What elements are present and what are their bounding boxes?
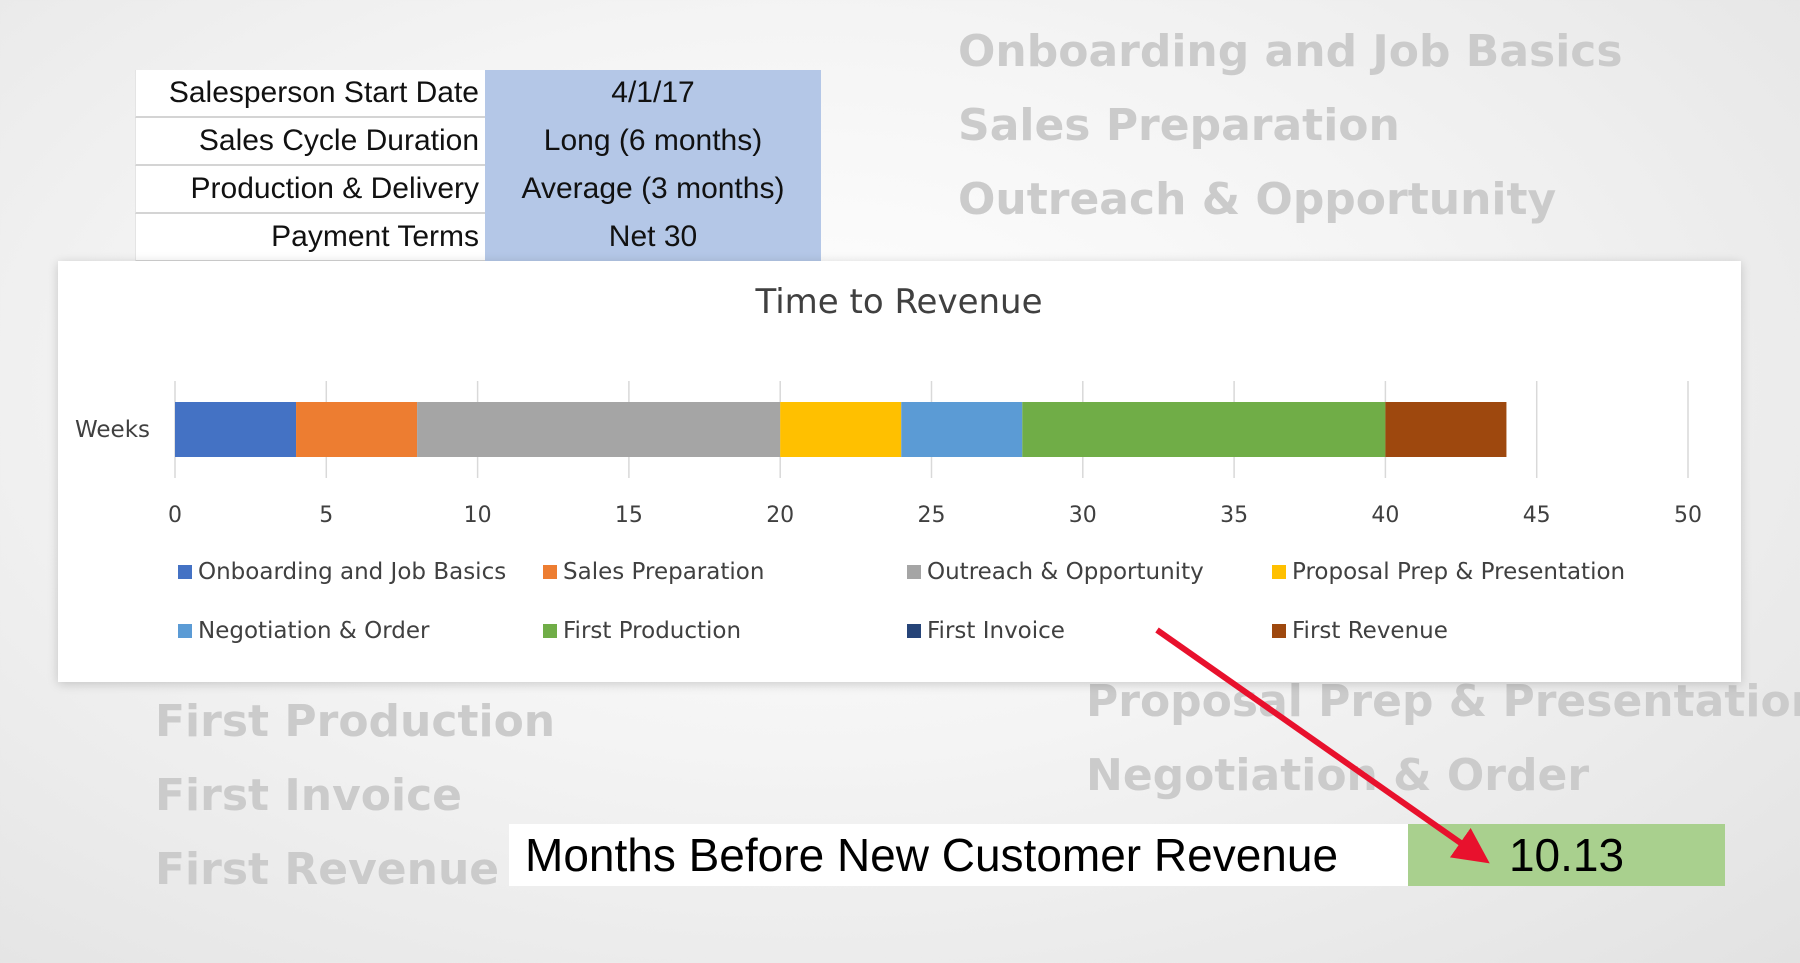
param-row-sales-cycle: Sales Cycle Duration Long (6 months) xyxy=(135,118,821,166)
legend-label: Onboarding and Job Basics xyxy=(198,559,506,585)
result-box: Months Before New Customer Revenue 10.13 xyxy=(509,824,1725,886)
param-value[interactable]: Net 30 xyxy=(485,214,821,262)
x-tick-label: 50 xyxy=(1674,503,1702,528)
legend-label: First Invoice xyxy=(927,618,1065,644)
legend-swatch xyxy=(1272,565,1286,579)
param-label: Salesperson Start Date xyxy=(135,70,485,118)
parameter-table: Salesperson Start Date 4/1/17 Sales Cycl… xyxy=(135,70,821,262)
legend-swatch xyxy=(178,565,192,579)
legend-label: Negotiation & Order xyxy=(198,618,430,644)
bg-word-first-revenue: First Revenue xyxy=(155,844,500,895)
legend-swatch xyxy=(178,624,192,638)
param-value[interactable]: 4/1/17 xyxy=(485,70,821,118)
legend-label: First Production xyxy=(563,618,741,644)
bar-segment xyxy=(1022,402,1386,457)
param-label: Sales Cycle Duration xyxy=(135,118,485,166)
bg-word-outreach: Outreach & Opportunity xyxy=(958,174,1557,225)
x-tick-label: 30 xyxy=(1069,503,1097,528)
legend-label: Sales Preparation xyxy=(563,559,764,585)
bg-word-onboarding: Onboarding and Job Basics xyxy=(958,26,1623,77)
legend-label: Proposal Prep & Presentation xyxy=(1292,559,1625,585)
param-label: Production & Delivery xyxy=(135,166,485,214)
bg-word-first-production: First Production xyxy=(155,696,556,747)
legend-swatch xyxy=(1272,624,1286,638)
legend-swatch xyxy=(543,565,557,579)
x-tick-label: 15 xyxy=(615,503,643,528)
legend-swatch xyxy=(907,624,921,638)
x-tick-label: 5 xyxy=(319,503,333,528)
x-tick-label: 35 xyxy=(1220,503,1248,528)
chart-title: Time to Revenue xyxy=(754,282,1042,322)
param-row-payment-terms: Payment Terms Net 30 xyxy=(135,214,821,262)
bg-word-sales-prep: Sales Preparation xyxy=(958,100,1400,151)
legend-label: Outreach & Opportunity xyxy=(927,559,1204,585)
param-row-start-date: Salesperson Start Date 4/1/17 xyxy=(135,70,821,118)
bar-segment xyxy=(175,402,297,457)
x-tick-label: 10 xyxy=(464,503,492,528)
x-tick-label: 25 xyxy=(918,503,946,528)
bar-segment xyxy=(296,402,418,457)
x-tick-label: 0 xyxy=(168,503,182,528)
bg-word-negotiation: Negotiation & Order xyxy=(1086,750,1590,801)
param-label: Payment Terms xyxy=(135,214,485,262)
bar-segment xyxy=(417,402,781,457)
bg-word-first-invoice: First Invoice xyxy=(155,770,462,821)
time-to-revenue-chart: Time to Revenue 0 5 10 15 20 25 30 35 40 45 50 Weeks… xyxy=(58,261,1741,682)
y-category-label: Weeks xyxy=(75,417,150,443)
param-value[interactable]: Long (6 months) xyxy=(485,118,821,166)
bar-segment xyxy=(1385,402,1507,457)
result-label: Months Before New Customer Revenue xyxy=(509,824,1408,886)
legend-swatch xyxy=(907,565,921,579)
bar-segment xyxy=(780,402,902,457)
param-row-production: Production & Delivery Average (3 months) xyxy=(135,166,821,214)
x-tick-label: 45 xyxy=(1523,503,1551,528)
bar-segment xyxy=(901,402,1023,457)
param-value[interactable]: Average (3 months) xyxy=(485,166,821,214)
x-tick-label: 20 xyxy=(766,503,794,528)
result-value[interactable]: 10.13 xyxy=(1408,824,1725,886)
chart-canvas: Time to Revenue 0 5 10 15 20 25 30 35 40 45 50 Weeks… xyxy=(75,282,1702,644)
x-tick-label: 40 xyxy=(1371,503,1399,528)
legend-label: First Revenue xyxy=(1292,618,1448,644)
bg-word-proposal: Proposal Prep & Presentation xyxy=(1086,676,1800,727)
legend-swatch xyxy=(543,624,557,638)
